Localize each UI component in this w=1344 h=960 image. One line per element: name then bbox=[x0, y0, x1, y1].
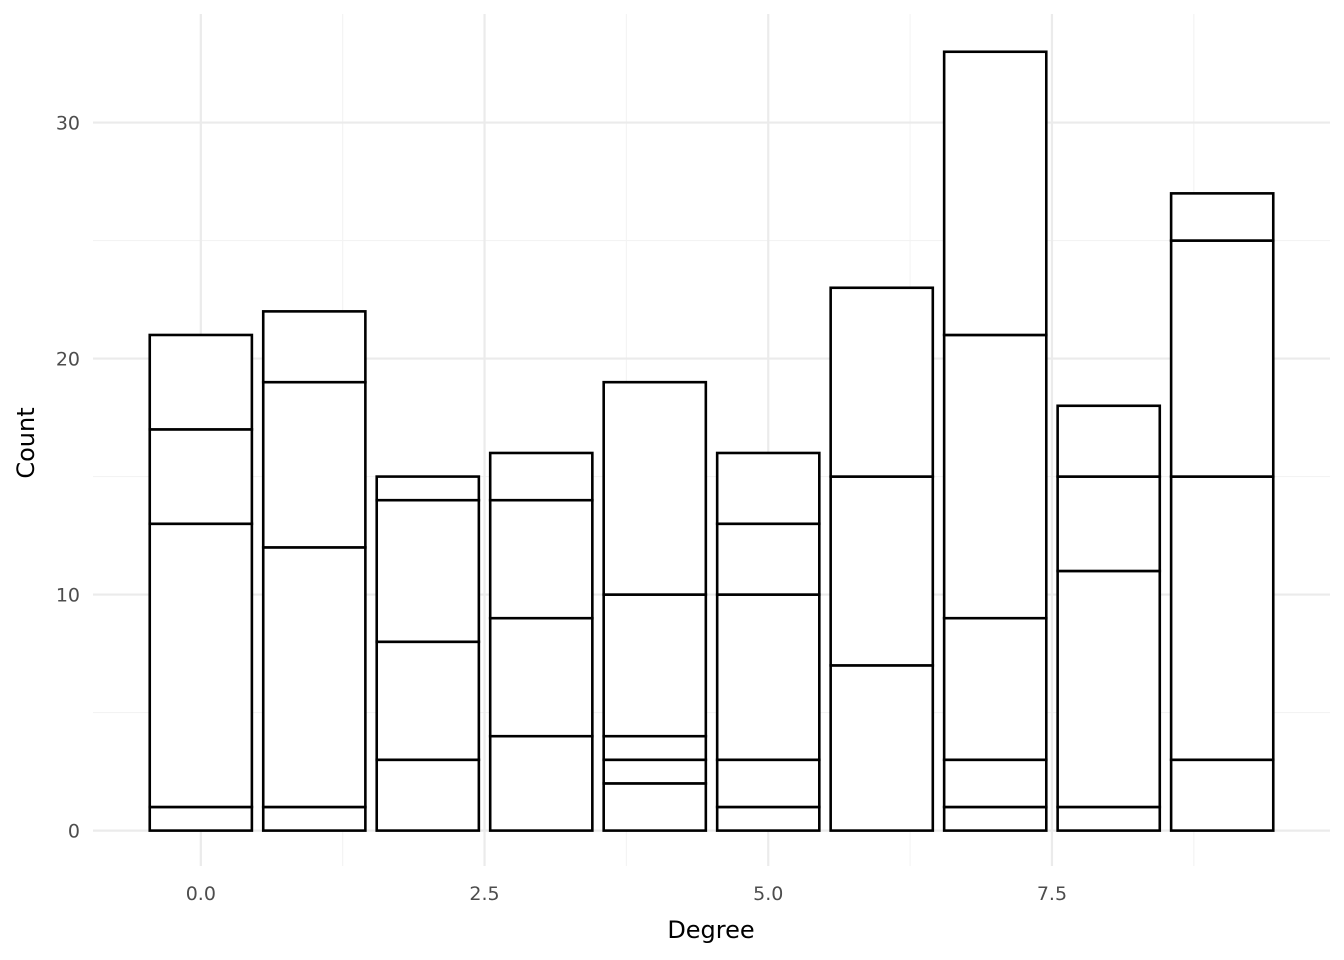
bar-stack-7 bbox=[942, 50, 1048, 832]
bar-segment bbox=[148, 333, 254, 431]
bar-segment bbox=[375, 640, 481, 762]
bar-segment bbox=[602, 782, 708, 832]
bar-segment bbox=[375, 758, 481, 832]
y-axis-title: Count bbox=[12, 407, 40, 478]
bar-segment bbox=[1169, 475, 1275, 762]
bar-segment bbox=[1056, 475, 1162, 573]
bar-segment bbox=[1056, 569, 1162, 809]
bar-segment bbox=[715, 758, 821, 809]
bar-segment bbox=[488, 451, 594, 502]
bar-segment bbox=[261, 310, 367, 384]
bar-segment bbox=[942, 50, 1048, 337]
bar-segment bbox=[1056, 404, 1162, 478]
x-tick-label: 0.0 bbox=[186, 883, 216, 905]
bar-stack-3 bbox=[488, 451, 594, 832]
bar-segment bbox=[942, 616, 1048, 762]
bar-segment bbox=[829, 286, 935, 478]
bar-stack-2 bbox=[375, 475, 481, 832]
bar-segment bbox=[829, 664, 935, 832]
bar-segment bbox=[602, 593, 708, 738]
bar-segment bbox=[488, 616, 594, 738]
bar-segment bbox=[488, 734, 594, 832]
bar-segment bbox=[602, 380, 708, 596]
x-tick-label: 2.5 bbox=[469, 883, 499, 905]
bar-segment bbox=[715, 451, 821, 526]
bar-stack-6 bbox=[829, 286, 935, 832]
y-tick-label: 0 bbox=[68, 821, 80, 843]
bar-segment bbox=[942, 333, 1048, 620]
bar-segment bbox=[602, 734, 708, 762]
bar-stack-4 bbox=[602, 380, 708, 832]
bar-segment bbox=[148, 428, 254, 526]
bar-segment bbox=[375, 475, 481, 502]
bar-stack-5 bbox=[715, 451, 821, 832]
x-axis-title: Degree bbox=[667, 916, 754, 944]
x-tick-label: 5.0 bbox=[753, 883, 783, 905]
bar-segment bbox=[715, 593, 821, 762]
bar-segment bbox=[148, 522, 254, 809]
y-tick-label: 10 bbox=[56, 585, 80, 607]
bar-stack-1 bbox=[261, 310, 367, 832]
bar-segment bbox=[1056, 805, 1162, 832]
bar-segment bbox=[829, 475, 935, 667]
bar-stack-0 bbox=[148, 333, 254, 832]
bar-segment bbox=[488, 498, 594, 620]
x-tick-label: 7.5 bbox=[1037, 883, 1067, 905]
bar-segment bbox=[261, 546, 367, 809]
bar-segment bbox=[715, 805, 821, 832]
y-tick-label: 30 bbox=[56, 113, 80, 135]
bars bbox=[148, 50, 1275, 832]
bar-segment bbox=[715, 522, 821, 596]
y-tick-label: 20 bbox=[56, 349, 80, 371]
x-axis-ticks: 0.0 2.5 5.0 7.5 bbox=[186, 883, 1067, 905]
bar-stack-8 bbox=[1056, 404, 1162, 832]
bar-segment bbox=[148, 805, 254, 832]
bar-segment bbox=[261, 805, 367, 832]
bar-segment bbox=[1169, 758, 1275, 832]
bar-segment bbox=[602, 758, 708, 785]
y-axis-ticks: 0 10 20 30 bbox=[56, 113, 80, 843]
bar-segment bbox=[261, 380, 367, 549]
bar-stack-9 bbox=[1169, 192, 1275, 832]
bar-segment bbox=[1169, 192, 1275, 242]
bar-segment bbox=[942, 805, 1048, 832]
bar-segment bbox=[375, 498, 481, 644]
bar-segment bbox=[942, 758, 1048, 809]
bar-segment bbox=[1169, 239, 1275, 478]
